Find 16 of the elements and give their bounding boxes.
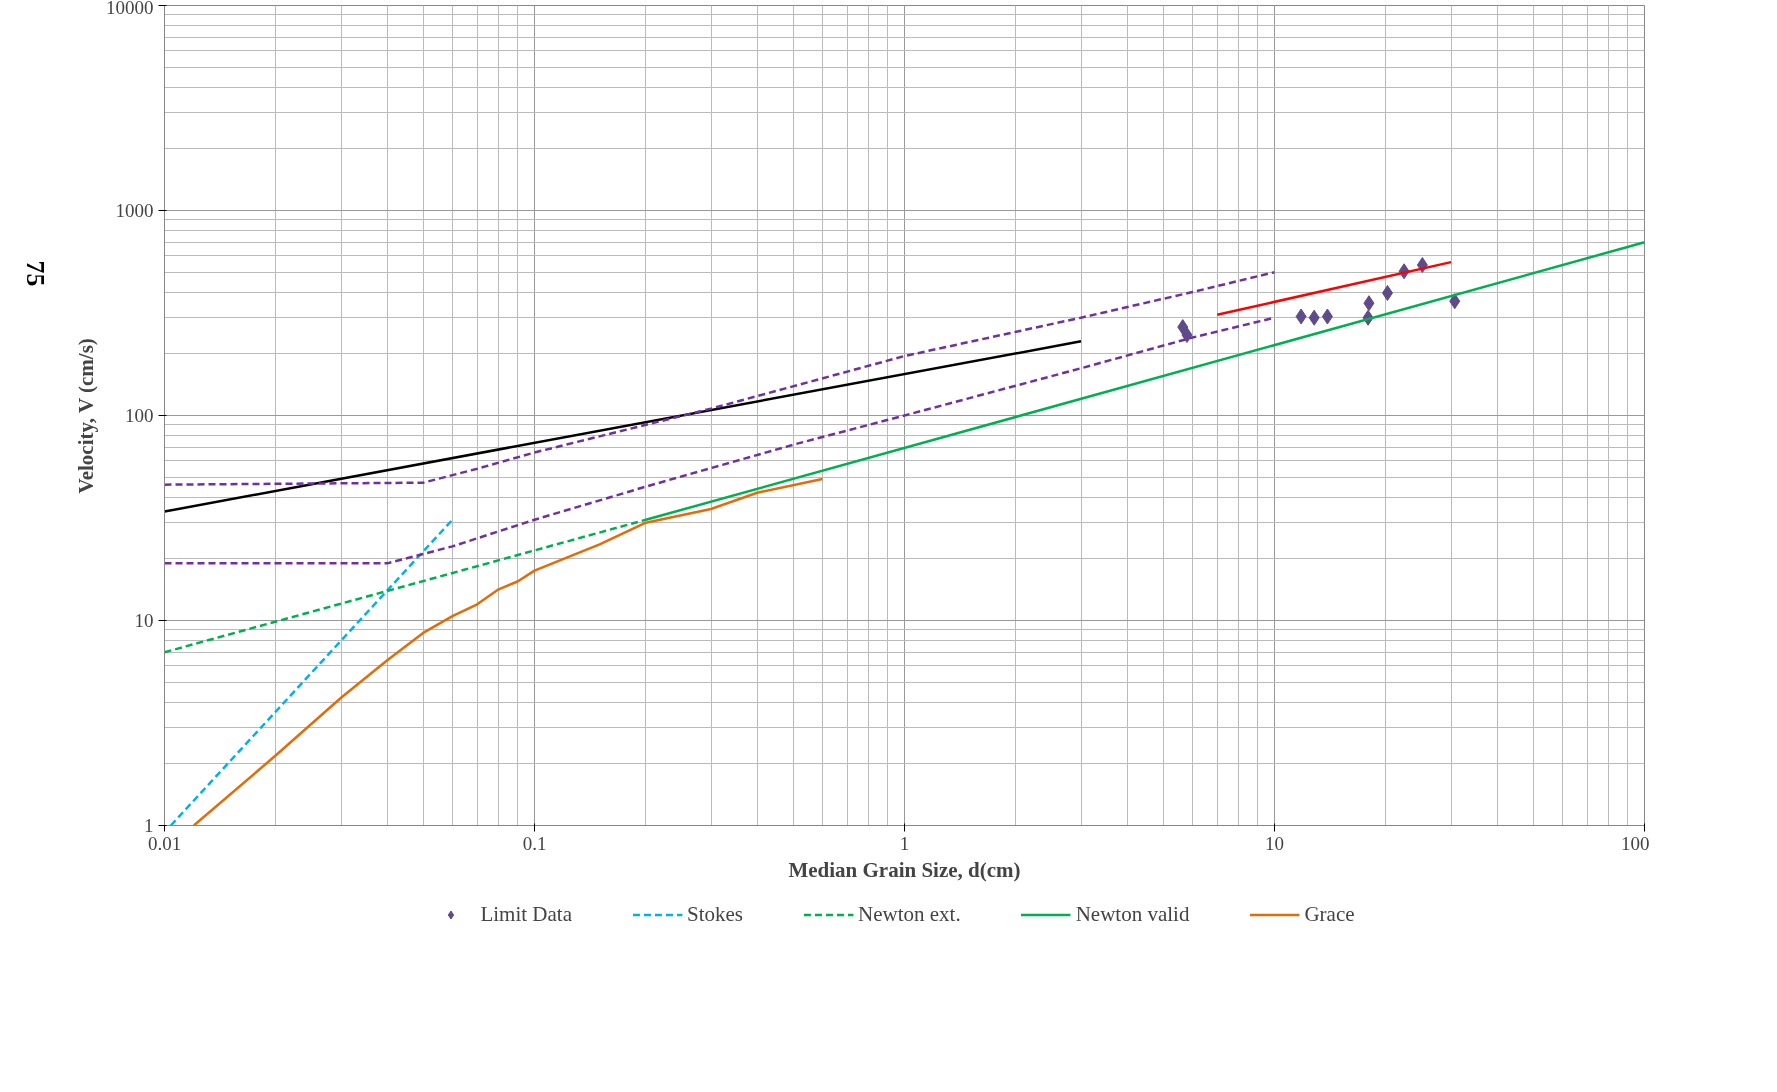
y-tick-label: 10000 [106, 0, 154, 18]
y-tick-label: 100 [125, 405, 154, 426]
x-axis-title: Median Grain Size, d(cm) [788, 857, 1021, 882]
y-axis-title: Velocity, V (cm/s) [74, 338, 98, 494]
legend-label: Grace [1304, 901, 1355, 927]
y-tick-label: 10 [134, 610, 154, 631]
x-tick-label: 1 [899, 832, 910, 854]
legend-label: Stokes [687, 901, 744, 927]
x-tick-label: 100 [1621, 832, 1650, 854]
legend-label: Newton ext. [858, 901, 961, 927]
x-tick-label: 0.1 [522, 832, 547, 854]
legend-label: Limit Data [480, 901, 573, 927]
legend-label: Newton valid [1075, 901, 1190, 927]
text: 75 [21, 260, 50, 287]
x-tick-label: 10 [1265, 832, 1284, 854]
y-tick-label: 1000 [115, 200, 154, 221]
